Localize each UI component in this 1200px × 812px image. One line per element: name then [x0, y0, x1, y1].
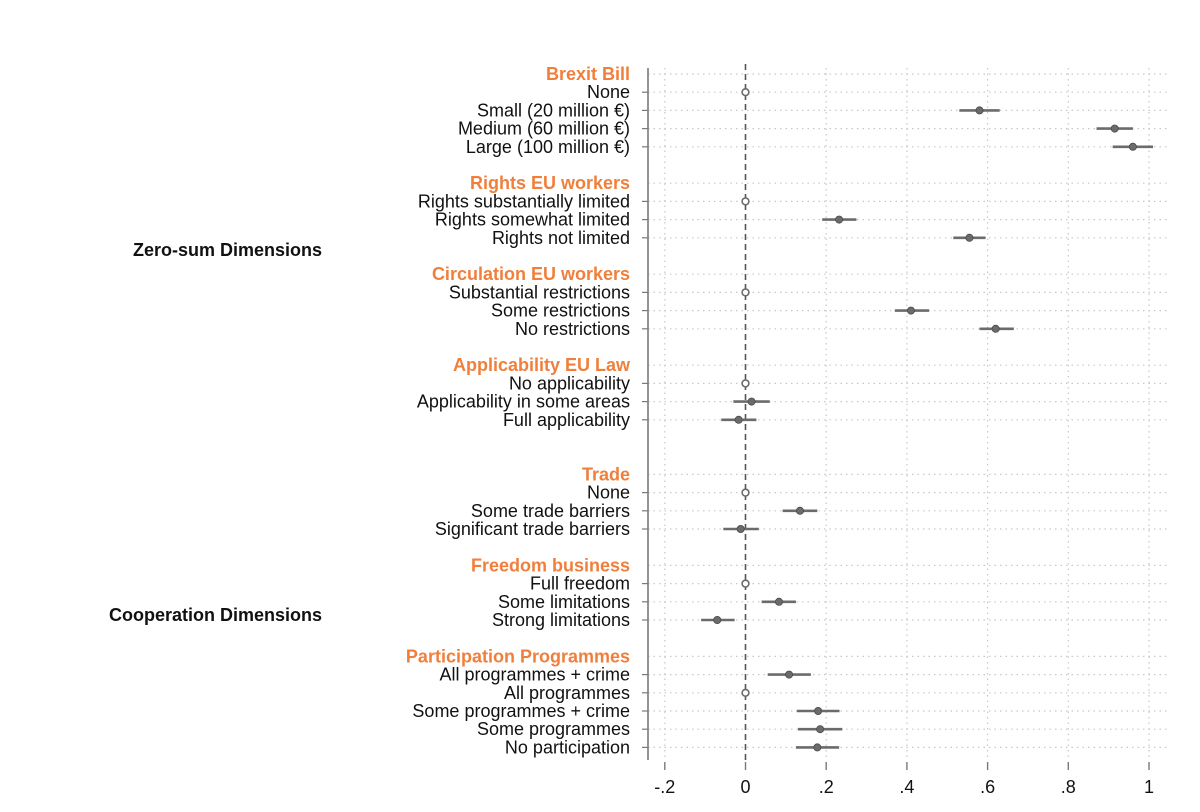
reference-point: [741, 87, 750, 97]
category-label: Small (20 million €): [477, 100, 630, 120]
group-title: Rights EU workers: [470, 173, 630, 193]
category-label: Rights somewhat limited: [435, 210, 630, 230]
category-label: Full applicability: [503, 410, 630, 430]
category-label: No participation: [505, 737, 630, 757]
category-label: Medium (60 million €): [458, 119, 630, 139]
reference-point: [741, 379, 750, 388]
category-label: Full freedom: [530, 574, 630, 594]
category-label: No restrictions: [515, 319, 630, 339]
estimate-point: [835, 215, 844, 224]
reference-point: [741, 488, 750, 497]
estimate-point: [1128, 142, 1137, 151]
estimate-point: [975, 106, 984, 115]
estimate-point: [713, 616, 722, 625]
x-tick-label: .6: [980, 777, 995, 797]
category-label: Some programmes: [477, 719, 630, 739]
category-label: Substantial restrictions: [449, 282, 630, 302]
group-title: Participation Programmes: [406, 646, 630, 666]
x-tick-label: 1: [1144, 777, 1154, 797]
estimate-point: [814, 707, 823, 716]
group-title: Applicability EU Law: [453, 355, 631, 375]
group-title: Circulation EU workers: [432, 264, 630, 284]
x-tick-label: -.2: [654, 777, 675, 797]
group-title: Freedom business: [471, 555, 630, 575]
estimate-point: [816, 725, 825, 734]
category-label: Significant trade barriers: [435, 519, 630, 539]
estimate-point: [736, 525, 745, 534]
x-tick-label: 0: [740, 777, 750, 797]
category-label: No applicability: [509, 373, 630, 393]
category-label: Some restrictions: [491, 301, 630, 321]
category-label: Some limitations: [498, 592, 630, 612]
reference-point: [741, 579, 750, 588]
estimate-point: [734, 415, 743, 424]
category-label: Large (100 million €): [466, 137, 630, 157]
category-label: Applicability in some areas: [417, 392, 630, 412]
estimate-point: [1110, 124, 1119, 133]
dimension-label: Cooperation Dimensions: [109, 605, 322, 625]
category-label: Some trade barriers: [471, 501, 630, 521]
category-label: Rights substantially limited: [418, 191, 630, 211]
category-label: Rights not limited: [492, 228, 630, 248]
estimate-point: [813, 743, 822, 752]
category-label: All programmes + crime: [439, 665, 630, 685]
estimate-point: [747, 397, 756, 406]
estimate-point: [785, 670, 794, 679]
reference-point: [741, 688, 750, 697]
estimate-point: [774, 597, 783, 606]
category-label: None: [587, 82, 630, 102]
x-tick-label: .8: [1061, 777, 1076, 797]
group-title: Trade: [582, 464, 630, 484]
estimate-point: [991, 324, 1000, 333]
group-title: Brexit Bill: [546, 64, 630, 84]
dimension-label: Zero-sum Dimensions: [133, 240, 322, 260]
category-label: Strong limitations: [492, 610, 630, 630]
x-tick-label: .2: [819, 777, 834, 797]
category-label: All programmes: [504, 683, 630, 703]
category-label: None: [587, 483, 630, 503]
x-tick-label: .4: [899, 777, 914, 797]
estimate-point: [965, 233, 974, 242]
estimate-point: [795, 506, 804, 515]
estimate-point: [906, 306, 915, 315]
category-label: Some programmes + crime: [412, 701, 630, 721]
reference-point: [741, 197, 750, 206]
reference-point: [741, 288, 750, 297]
